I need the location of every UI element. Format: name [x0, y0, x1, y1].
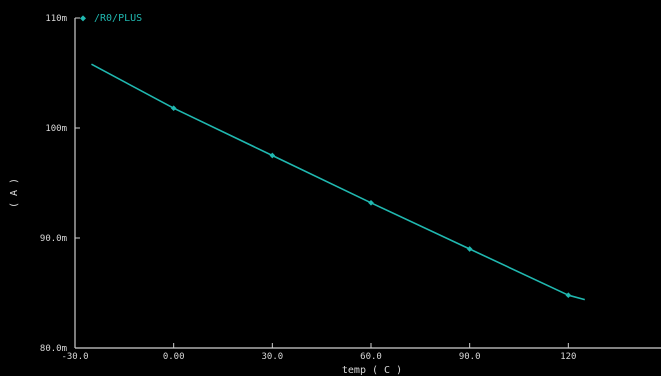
- y-tick-label: 90.0m: [40, 234, 67, 244]
- axes: 80.0m 90.0m 100m 110m -30.0 0.00 30.0 60.0 90.0 1…: [40, 14, 661, 362]
- x-tick-label: 30.0: [261, 352, 283, 362]
- x-tick-label: -30.0: [61, 352, 88, 362]
- data-point-marker: [269, 152, 276, 159]
- y-tick-label: 110m: [45, 14, 67, 24]
- y-tick-label: 100m: [45, 124, 67, 134]
- x-tick-label: 90.0: [459, 352, 481, 362]
- data-point-marker: [368, 199, 374, 206]
- x-tick-label: 120: [560, 352, 576, 362]
- legend-series-label: /R0/PLUS: [94, 13, 142, 24]
- data-point-marker: [466, 246, 473, 252]
- data-point-marker: [565, 292, 572, 299]
- legend-marker: ◆: [80, 13, 86, 24]
- y-tick-label: 80.0m: [40, 344, 67, 354]
- y-axis-label: ( A ): [9, 178, 20, 208]
- legend: ◆ /R0/PLUS: [80, 13, 142, 24]
- x-tick-label: 60.0: [360, 352, 382, 362]
- x-tick-label: 0.00: [163, 352, 185, 362]
- x-axis-label: temp ( C ): [342, 365, 402, 376]
- series-line: [91, 63, 585, 301]
- data-point-marker: [170, 105, 177, 112]
- series-layer: [91, 63, 585, 301]
